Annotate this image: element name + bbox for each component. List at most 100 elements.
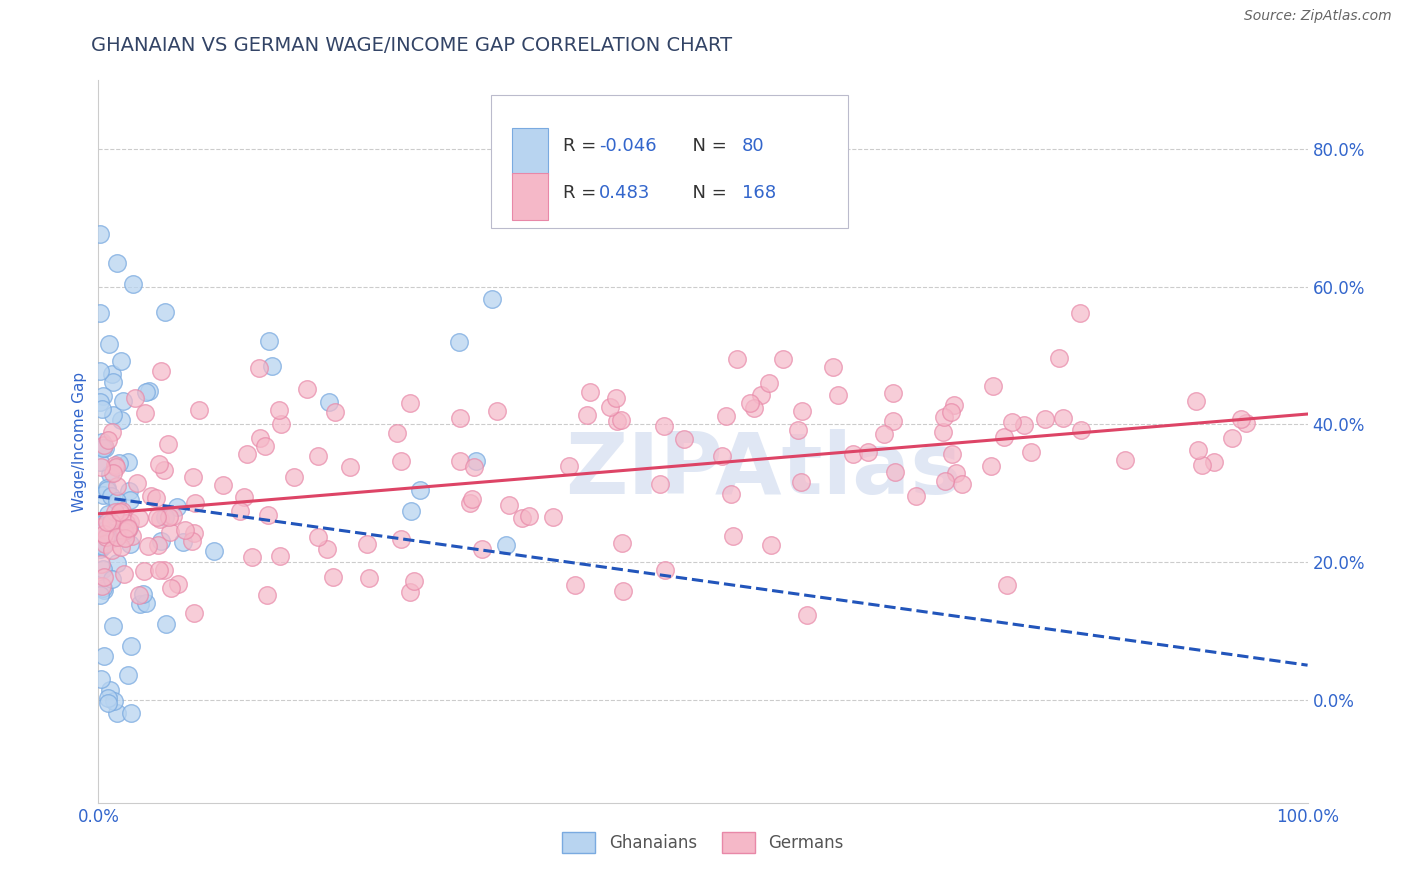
Point xyxy=(404,574,426,588)
Point xyxy=(96,516,118,530)
Point xyxy=(104,505,127,519)
Point xyxy=(307,530,329,544)
Point xyxy=(120,640,142,654)
Point xyxy=(90,557,112,571)
Point xyxy=(105,706,128,721)
Point xyxy=(323,405,346,419)
Point xyxy=(122,277,145,292)
Point xyxy=(495,538,517,552)
Point xyxy=(882,386,904,401)
Point xyxy=(749,388,772,402)
Point xyxy=(89,520,111,534)
Point xyxy=(118,515,141,529)
Legend: Ghanaians, Germans: Ghanaians, Germans xyxy=(555,826,851,860)
Point xyxy=(112,393,135,408)
Point xyxy=(93,537,115,551)
Point xyxy=(993,430,1015,444)
Point xyxy=(105,530,128,544)
Point xyxy=(283,470,305,484)
Point xyxy=(1033,412,1056,426)
Point xyxy=(941,447,963,461)
Point xyxy=(93,569,115,583)
Point xyxy=(105,479,128,493)
Point xyxy=(1234,417,1257,431)
Point xyxy=(152,563,174,577)
Point xyxy=(233,490,256,504)
Point xyxy=(995,578,1018,592)
Point xyxy=(125,475,148,490)
Point xyxy=(93,526,115,541)
Point xyxy=(114,526,136,541)
Point xyxy=(93,648,115,663)
Point xyxy=(934,475,956,489)
Point xyxy=(740,396,762,410)
Point xyxy=(498,498,520,512)
Point xyxy=(610,536,633,550)
Point xyxy=(145,491,167,506)
Point xyxy=(461,492,484,507)
Point xyxy=(93,583,115,598)
Point xyxy=(135,385,157,400)
Point xyxy=(153,463,176,477)
Point xyxy=(89,364,111,378)
Point xyxy=(118,520,141,534)
Point xyxy=(117,454,139,468)
Point xyxy=(101,618,124,632)
Point xyxy=(117,522,139,536)
Point xyxy=(599,400,621,414)
Point xyxy=(229,504,252,518)
Text: GHANAIAN VS GERMAN WAGE/INCOME GAP CORRELATION CHART: GHANAIAN VS GERMAN WAGE/INCOME GAP CORRE… xyxy=(91,36,733,54)
Point xyxy=(93,438,115,452)
Point xyxy=(153,510,176,524)
Text: 80: 80 xyxy=(742,137,765,155)
Point xyxy=(269,549,291,564)
Point xyxy=(101,467,124,481)
Point xyxy=(882,414,904,428)
Point xyxy=(654,563,676,577)
Point xyxy=(105,494,128,508)
Point xyxy=(458,496,481,510)
Point xyxy=(120,706,142,721)
Point xyxy=(93,534,115,549)
Point xyxy=(101,425,124,439)
Point xyxy=(89,536,111,550)
Point xyxy=(148,563,170,577)
Point xyxy=(96,483,118,497)
Point xyxy=(339,460,361,475)
Point xyxy=(790,475,813,489)
Point xyxy=(399,504,422,518)
Point xyxy=(485,404,508,418)
Point xyxy=(117,667,139,681)
Point xyxy=(934,410,956,425)
Point xyxy=(166,500,188,515)
Text: Source: ZipAtlas.com: Source: ZipAtlas.com xyxy=(1244,9,1392,23)
Point xyxy=(167,577,190,591)
Point xyxy=(481,292,503,306)
FancyBboxPatch shape xyxy=(492,95,848,228)
Point xyxy=(134,565,156,579)
Point xyxy=(138,384,160,398)
Point xyxy=(576,408,599,422)
Point xyxy=(97,337,120,351)
Point xyxy=(117,521,139,535)
Point xyxy=(465,454,488,468)
Point xyxy=(101,573,124,587)
Point xyxy=(385,426,408,441)
Point xyxy=(790,403,813,417)
Point xyxy=(101,532,124,546)
Point xyxy=(823,360,845,375)
Point xyxy=(253,439,276,453)
Point xyxy=(129,597,152,611)
Point xyxy=(558,459,581,474)
Text: N =: N = xyxy=(682,184,733,202)
Point xyxy=(128,510,150,524)
Point xyxy=(101,375,124,389)
Bar xyxy=(512,128,548,175)
Point xyxy=(162,508,184,523)
Point xyxy=(408,483,430,497)
Point xyxy=(873,426,896,441)
Point xyxy=(652,418,675,433)
Point xyxy=(1052,411,1074,425)
Point xyxy=(180,533,202,548)
Point xyxy=(120,537,142,551)
